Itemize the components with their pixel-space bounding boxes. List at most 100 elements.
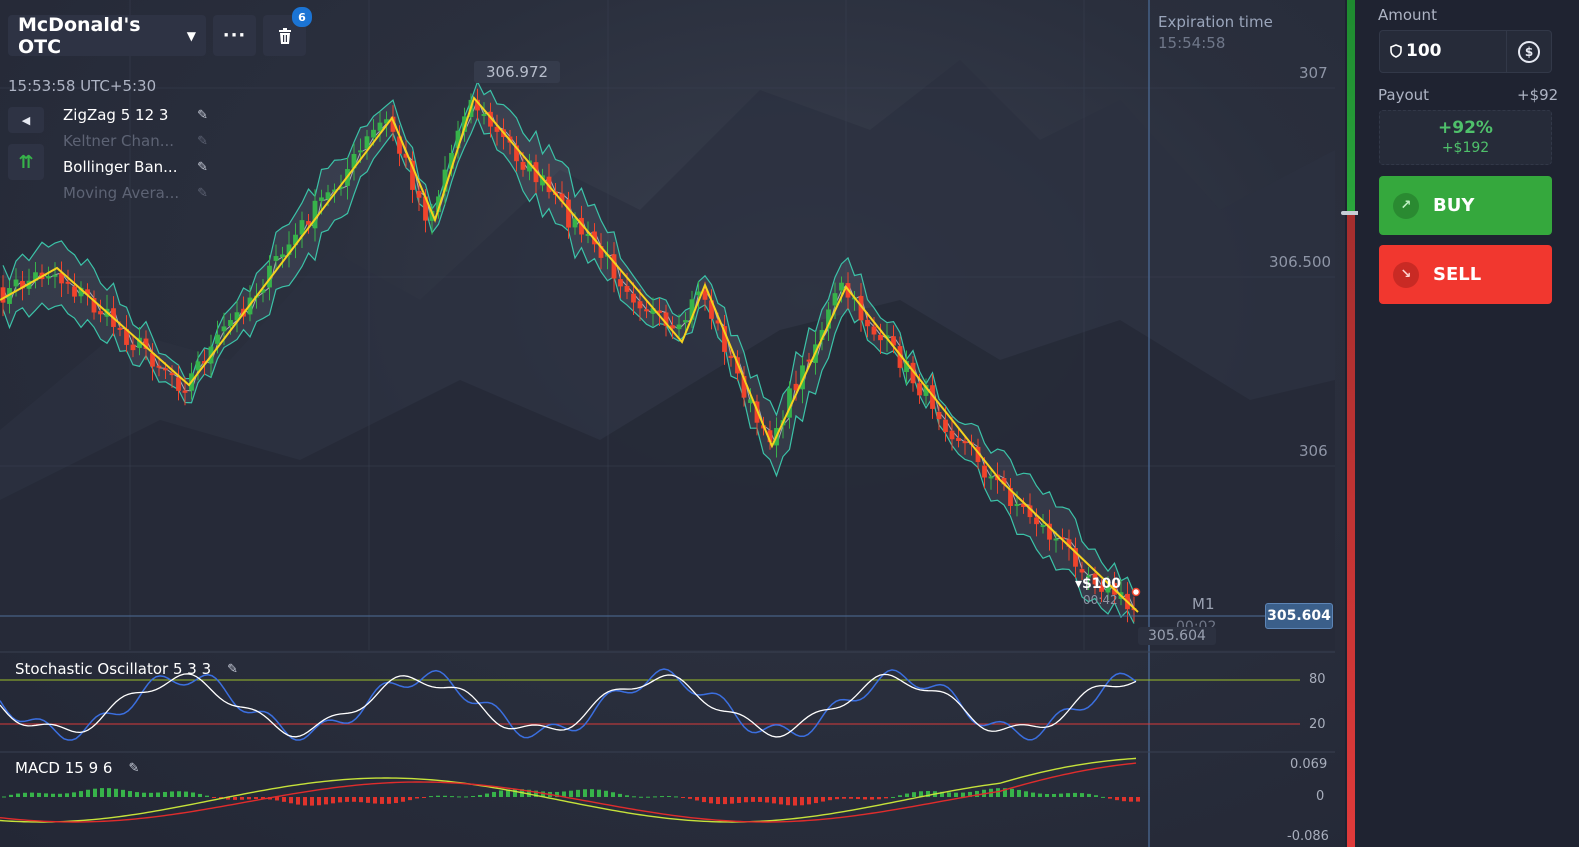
candle-body bbox=[930, 385, 935, 409]
macd-line bbox=[0, 757, 1137, 823]
candle-body bbox=[618, 279, 623, 287]
candle-body bbox=[579, 217, 584, 235]
macd-histogram-bar bbox=[1066, 793, 1070, 797]
candle-body bbox=[683, 320, 688, 323]
candle-body bbox=[299, 220, 305, 235]
price-chart[interactable] bbox=[0, 0, 1345, 847]
macd-histogram-bar bbox=[317, 797, 321, 806]
candle-body bbox=[696, 291, 701, 296]
candle-body bbox=[228, 320, 233, 326]
candle-body bbox=[215, 334, 220, 344]
candle-body bbox=[949, 430, 955, 440]
candle-body bbox=[267, 265, 272, 288]
candle-body bbox=[1040, 525, 1046, 528]
expiration-label: Expiration time bbox=[1158, 13, 1273, 31]
macd-histogram-bar bbox=[499, 790, 503, 797]
macd-signal-line bbox=[0, 762, 1137, 823]
indicator-settings-button[interactable]: ⇈ bbox=[8, 144, 44, 180]
macd-histogram-bar bbox=[128, 791, 132, 797]
candle-body bbox=[1060, 537, 1065, 540]
macd-histogram-bar bbox=[541, 791, 545, 797]
indicator-item-zigzag[interactable]: ZigZag 5 12 3 ✎ bbox=[63, 106, 208, 124]
candle-body bbox=[7, 288, 12, 304]
pencil-icon[interactable]: ✎ bbox=[128, 760, 140, 776]
macd-histogram-bar bbox=[436, 795, 440, 797]
indicator-item-keltner[interactable]: Keltner Chan... ✎ bbox=[63, 132, 208, 150]
macd-histogram-bar bbox=[835, 797, 839, 800]
timeframe-label[interactable]: M1 bbox=[1192, 595, 1215, 613]
candle-body bbox=[52, 274, 58, 277]
collapse-indicators-button[interactable]: ◀ bbox=[8, 107, 44, 133]
pencil-icon[interactable]: ✎ bbox=[197, 159, 208, 175]
candle-body bbox=[663, 312, 669, 326]
macd-histogram-bar bbox=[1045, 794, 1049, 797]
candle-body bbox=[176, 377, 181, 391]
sell-button[interactable]: ↘ SELL bbox=[1379, 245, 1552, 304]
currency-switch-button[interactable]: $ bbox=[1506, 31, 1551, 72]
macd-histogram-bar bbox=[450, 796, 454, 798]
macd-histogram-bar bbox=[331, 797, 335, 804]
macd-histogram-bar bbox=[968, 791, 972, 797]
macd-histogram-bar bbox=[625, 795, 629, 797]
macd-panel-title[interactable]: MACD 15 9 6 ✎ bbox=[15, 759, 139, 777]
macd-histogram-bar bbox=[1122, 797, 1126, 802]
candle-body bbox=[117, 327, 123, 330]
indicator-item-bollinger[interactable]: Bollinger Ban... ✎ bbox=[63, 158, 208, 176]
candle-body bbox=[195, 361, 201, 371]
amount-input[interactable]: 100 $ bbox=[1379, 30, 1552, 73]
candle-body bbox=[917, 383, 922, 396]
macd-title: MACD 15 9 6 bbox=[15, 759, 113, 777]
indicator-name: Keltner Chan... bbox=[63, 132, 175, 150]
macd-histogram-bar bbox=[513, 788, 517, 797]
macd-histogram-bar bbox=[1080, 793, 1084, 797]
macd-histogram-bar bbox=[9, 794, 13, 797]
candle-body bbox=[631, 293, 636, 303]
candle-body bbox=[709, 300, 714, 319]
macd-histogram-bar bbox=[877, 797, 881, 800]
macd-histogram-bar bbox=[919, 791, 923, 797]
stochastic-title: Stochastic Oscillator 5 3 3 bbox=[15, 660, 212, 678]
macd-histogram-bar bbox=[674, 796, 678, 798]
candle-body bbox=[897, 346, 903, 368]
candle-body bbox=[624, 285, 630, 292]
macd-histogram-bar bbox=[30, 792, 34, 797]
macd-histogram-bar bbox=[800, 797, 804, 806]
stochastic-level-20: 20 bbox=[1309, 717, 1326, 732]
macd-histogram-bar bbox=[1108, 797, 1112, 799]
candle-body bbox=[826, 309, 831, 329]
pencil-icon[interactable]: ✎ bbox=[197, 185, 208, 201]
candle-body bbox=[410, 160, 415, 190]
candle-body bbox=[962, 441, 968, 444]
macd-histogram-bar bbox=[807, 797, 811, 805]
amount-value-wrap: 100 bbox=[1390, 41, 1442, 61]
macd-histogram-bar bbox=[891, 796, 895, 798]
more-options-button[interactable]: ··· bbox=[213, 15, 256, 56]
candle-body bbox=[988, 476, 994, 479]
candle-body bbox=[787, 388, 792, 418]
macd-level-high: 0.069 bbox=[1290, 757, 1328, 772]
macd-histogram-bar bbox=[695, 797, 699, 801]
candle-body bbox=[793, 383, 799, 391]
macd-histogram-bar bbox=[1087, 793, 1091, 797]
candle-body bbox=[520, 161, 526, 170]
macd-histogram-bar bbox=[37, 792, 41, 797]
macd-histogram-bar bbox=[485, 793, 489, 797]
pencil-icon[interactable]: ✎ bbox=[227, 661, 239, 677]
stochastic-panel-title[interactable]: Stochastic Oscillator 5 3 3 ✎ bbox=[15, 660, 238, 678]
candle-body bbox=[1105, 585, 1111, 593]
macd-histogram-bar bbox=[884, 797, 888, 799]
pencil-icon[interactable]: ✎ bbox=[197, 107, 208, 123]
chart-area[interactable]: McDonald's OTC ▼ ··· 6 15:53:58 UTC+5:30… bbox=[0, 0, 1345, 847]
candle-body bbox=[936, 411, 942, 420]
delete-drawings-button[interactable]: 6 bbox=[263, 7, 312, 56]
macd-histogram-bar bbox=[86, 789, 90, 797]
asset-selector-button[interactable]: McDonald's OTC ▼ bbox=[8, 14, 206, 58]
pencil-icon[interactable]: ✎ bbox=[197, 133, 208, 149]
open-trade-marker[interactable]: ▾$100 bbox=[1075, 576, 1121, 592]
macd-histogram-bar bbox=[261, 797, 265, 799]
buy-button[interactable]: ↗ BUY bbox=[1379, 176, 1552, 235]
macd-histogram-bar bbox=[1017, 789, 1021, 797]
macd-histogram-bar bbox=[177, 791, 181, 797]
candle-body bbox=[436, 196, 441, 213]
indicator-item-moving-average[interactable]: Moving Avera... ✎ bbox=[63, 184, 208, 202]
